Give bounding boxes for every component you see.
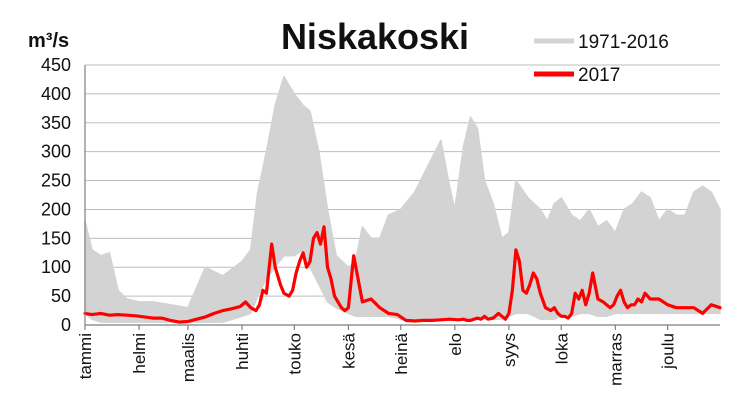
x-tick-label-maalis: maalis bbox=[179, 333, 198, 382]
x-tick-label-loka: loka bbox=[552, 332, 571, 364]
x-tick-labels: tammi helmi maalis huhti touko kesä heinä elo sy… bbox=[76, 325, 678, 386]
y-tick-label-100: 100 bbox=[41, 257, 71, 277]
y-tick-label-350: 350 bbox=[41, 113, 71, 133]
series-1971-2016-range bbox=[84, 75, 721, 323]
y-tick-labels: 0 50 100 150 200 250 300 350 400 450 bbox=[41, 55, 71, 335]
x-tick-label-marras: marras bbox=[606, 333, 625, 386]
chart-title: Niskakoski bbox=[281, 16, 469, 57]
x-tick-label-joulu: joulu bbox=[659, 333, 678, 370]
axes bbox=[84, 65, 720, 326]
y-tick-label-0: 0 bbox=[61, 315, 71, 335]
x-tick-label-kesä: kesä bbox=[339, 332, 358, 368]
x-tick-label-heinä: heinä bbox=[392, 332, 411, 374]
y-tick-label-300: 300 bbox=[41, 142, 71, 162]
legend-label-1971-2016: 1971-2016 bbox=[578, 32, 669, 53]
y-tick-label-150: 150 bbox=[41, 228, 71, 248]
y-tick-label-400: 400 bbox=[41, 84, 71, 104]
y-tick-label-50: 50 bbox=[51, 286, 71, 306]
grid-lines bbox=[85, 64, 720, 297]
y-tick-label-200: 200 bbox=[41, 199, 71, 219]
x-tick-label-tammi: tammi bbox=[76, 333, 95, 379]
plot-area bbox=[83, 75, 722, 324]
y-tick-label-450: 450 bbox=[41, 55, 71, 75]
x-tick-label-helmi: helmi bbox=[130, 333, 149, 374]
x-tick-label-huhti: huhti bbox=[233, 333, 252, 370]
legend-label-2017: 2017 bbox=[578, 65, 620, 86]
x-tick-label-syys: syys bbox=[500, 333, 519, 367]
x-tick-label-elo: elo bbox=[446, 333, 465, 356]
series-2017-line bbox=[83, 225, 722, 324]
y-axis-unit: m³/s bbox=[28, 30, 69, 52]
x-tick-label-touko: touko bbox=[285, 333, 304, 375]
y-tick-label-250: 250 bbox=[41, 171, 71, 191]
legend: 1971-2016 2017 bbox=[534, 32, 669, 86]
